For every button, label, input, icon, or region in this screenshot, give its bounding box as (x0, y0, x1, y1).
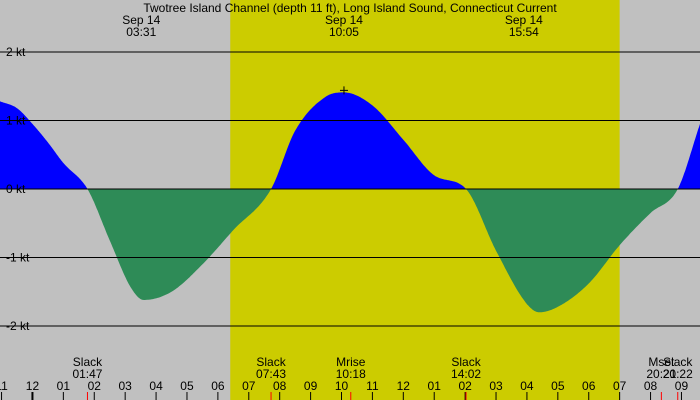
hour-tick-label: 11 (366, 379, 379, 393)
event-time-label: 20:22 (663, 367, 693, 381)
event-date-label: Sep 14 (122, 13, 160, 27)
hour-tick-label: 09 (675, 379, 689, 393)
y-tick-label: 0 kt (6, 182, 26, 196)
event-time-label: 10:18 (336, 367, 366, 381)
event-date-label: Sep 14 (325, 13, 363, 27)
y-tick-label: 1 kt (6, 114, 26, 128)
y-axis: 2 kt 1 kt 0 kt -1 kt -2 kt (6, 45, 30, 333)
hour-tick-label: 08 (273, 379, 287, 393)
hour-tick-label: 04 (149, 379, 163, 393)
hour-tick-label: 02 (88, 379, 102, 393)
y-tick-label: -2 kt (6, 319, 30, 333)
hour-tick-label: 09 (304, 379, 318, 393)
hour-tick-label: 03 (118, 379, 132, 393)
event-time-label: 15:54 (509, 25, 539, 39)
hour-tick-label: 06 (582, 379, 596, 393)
hour-tick-label: 12 (397, 379, 411, 393)
hour-tick-label: 01 (57, 379, 71, 393)
hour-tick-label: 10 (335, 379, 349, 393)
event-time-label: 03:31 (126, 25, 156, 39)
hour-tick-label: 08 (644, 379, 658, 393)
event-name-label: Slack (256, 355, 286, 369)
hour-tick-label: 05 (551, 379, 565, 393)
hour-tick-label: 04 (520, 379, 534, 393)
event-name-label: Slack (73, 355, 103, 369)
event-name-label: Mrise (336, 355, 366, 369)
hour-tick-label: 03 (489, 379, 503, 393)
ebb-current-area (0, 189, 700, 313)
event-time-label: 01:47 (72, 367, 102, 381)
hour-tick-label: 02 (458, 379, 472, 393)
hour-tick-label: 06 (211, 379, 225, 393)
gridlines (0, 51, 700, 327)
y-tick-label: 2 kt (6, 45, 26, 59)
x-axis: 11 12 01 02 03 04 05 06 07 08 09 10 11 12 01 02 03 04 05 06… (0, 379, 688, 400)
event-date-label: Sep 14 (505, 13, 543, 27)
hour-tick-label: 01 (428, 379, 442, 393)
y-tick-label: -1 kt (6, 251, 30, 265)
event-time-label: 20:21 (646, 367, 676, 381)
event-time-label: 10:05 (329, 25, 359, 39)
hour-tick-label: 07 (613, 379, 627, 393)
hour-tick-label: 07 (242, 379, 256, 393)
event-name-label: Slack (451, 355, 481, 369)
event-name-label: Slack (663, 355, 693, 369)
hour-tick-label: 11 (0, 379, 8, 393)
event-name-label: Mset (648, 355, 675, 369)
chart-title: Twotree Island Channel (depth 11 ft), Lo… (143, 1, 557, 15)
bottom-event-labels: Slack01:47Slack07:43Mrise10:18Slack14:02… (72, 355, 693, 381)
peak-marker (339, 86, 348, 95)
event-time-label: 07:43 (256, 367, 286, 381)
event-time-label: 14:02 (451, 367, 481, 381)
flood-current-area (0, 92, 700, 189)
hour-tick-label: 12 (26, 379, 40, 393)
hour-tick-label: 05 (180, 379, 194, 393)
